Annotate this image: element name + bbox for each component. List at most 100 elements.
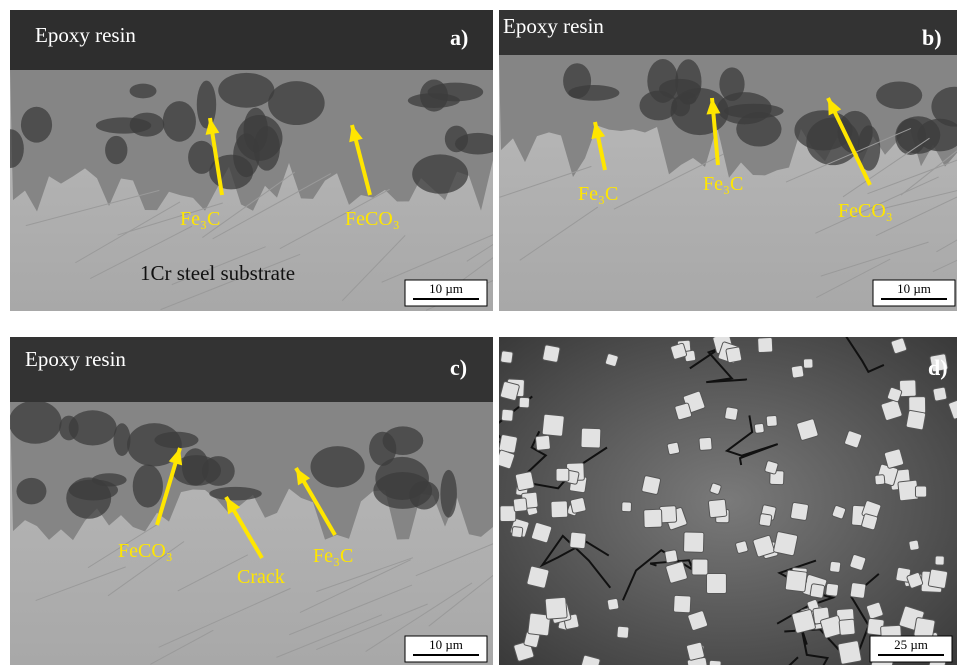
crystal — [542, 414, 564, 436]
annotation: Crack — [237, 566, 285, 588]
crystal — [607, 598, 619, 610]
crystal — [758, 337, 773, 352]
scale-bar-label: 10 µm — [897, 281, 931, 296]
pore — [568, 85, 619, 101]
crystal — [875, 475, 885, 485]
crystal — [935, 556, 944, 565]
crystal — [709, 660, 721, 672]
crystal — [759, 514, 772, 527]
crystal — [692, 559, 708, 575]
crystal — [754, 423, 764, 433]
crystal — [803, 359, 813, 369]
crystal — [724, 407, 738, 421]
crystal — [570, 497, 586, 513]
crystal — [535, 435, 550, 450]
crystal — [810, 584, 825, 599]
crystal — [500, 381, 520, 401]
crystal — [684, 532, 704, 552]
crystal — [664, 550, 678, 564]
pore — [113, 423, 130, 456]
annotation: FeCO₃ — [838, 200, 893, 222]
crystal — [500, 351, 513, 364]
crystal — [909, 540, 920, 551]
crystal — [542, 345, 560, 363]
pore — [59, 416, 78, 441]
crystal — [512, 526, 523, 537]
pore — [412, 154, 468, 193]
panel-label: a) — [450, 25, 468, 50]
crystal — [906, 410, 926, 430]
pore — [659, 79, 701, 99]
panel-label: d) — [928, 355, 948, 380]
crystal — [644, 509, 662, 527]
crystal — [674, 403, 692, 421]
pore — [96, 117, 151, 133]
crystal — [933, 387, 947, 401]
annotation: Fe₃C — [313, 545, 353, 567]
crystal — [735, 541, 748, 554]
pore — [163, 101, 196, 142]
region-label: 1Cr steel substrate — [140, 261, 295, 285]
crystal — [686, 642, 705, 661]
crystal — [773, 531, 798, 556]
annotation: FeCO₃ — [345, 208, 400, 230]
scale-bar-label: 10 µm — [429, 637, 463, 652]
crystal — [581, 428, 601, 448]
pore — [21, 107, 52, 143]
crystal — [667, 442, 680, 455]
panel — [9, 337, 500, 665]
crystal — [790, 502, 808, 520]
crystal — [556, 468, 569, 481]
crystal — [766, 415, 777, 426]
region-label: Epoxy resin — [503, 14, 604, 38]
crystal — [708, 499, 727, 518]
crystal — [570, 532, 587, 549]
pore — [130, 84, 157, 99]
annotation: Fe₃C — [180, 208, 220, 230]
panel — [499, 10, 957, 311]
pore — [16, 478, 46, 504]
pore — [440, 470, 457, 518]
crystal — [726, 347, 742, 363]
pore — [218, 73, 274, 108]
crystal — [622, 502, 632, 512]
panel-label: c) — [450, 355, 467, 380]
pore — [209, 487, 261, 501]
crystal — [707, 574, 727, 594]
crystal — [545, 597, 567, 619]
crystal — [501, 409, 513, 421]
crystal — [899, 380, 916, 397]
crystal — [915, 486, 926, 497]
crystal — [515, 471, 535, 491]
pore — [895, 118, 926, 155]
pore — [717, 92, 771, 124]
pore — [311, 446, 365, 488]
crystal — [839, 619, 855, 635]
region-label: Epoxy resin — [25, 347, 126, 371]
region-label: Epoxy resin — [35, 23, 136, 47]
pore — [233, 133, 259, 177]
crystal — [785, 570, 807, 592]
crystal — [850, 582, 866, 598]
crystal — [791, 609, 815, 633]
pore — [66, 477, 111, 518]
pore — [182, 448, 209, 485]
annotation: Fe₃C — [703, 173, 743, 195]
crystal — [551, 501, 568, 518]
pore — [188, 141, 215, 174]
crystal — [500, 506, 516, 522]
annotation: Fe₃C — [578, 183, 618, 205]
pore — [268, 81, 325, 125]
crystal — [605, 353, 619, 367]
annotation: FeCO₃ — [118, 540, 173, 562]
pore — [876, 81, 922, 109]
crystal — [884, 449, 904, 469]
crystal — [617, 626, 629, 638]
crystal — [527, 566, 550, 589]
pore — [369, 432, 396, 466]
crystal — [829, 561, 841, 573]
pore — [197, 81, 216, 129]
panel-label: b) — [922, 25, 942, 50]
crystal — [861, 513, 878, 530]
crystal — [838, 640, 862, 664]
